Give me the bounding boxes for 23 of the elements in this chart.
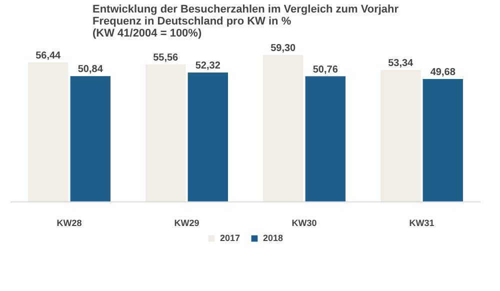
bar xyxy=(263,55,304,202)
data-label: 49,68 xyxy=(430,66,456,78)
chart-title: Entwicklung der Besucherzahlen im Vergleich zum Vorjahr Frequenz in Deutschland pro KW in % (KW 41/2004 = 100%) xyxy=(92,4,400,40)
bar xyxy=(422,78,463,202)
bar xyxy=(28,62,68,202)
bar xyxy=(188,72,228,202)
data-label: 50,84 xyxy=(78,64,104,76)
x-tick-label: KW29 xyxy=(174,218,200,228)
bar xyxy=(305,76,346,202)
data-label: 50,76 xyxy=(312,64,338,76)
x-tick-label: KW28 xyxy=(56,218,82,228)
bar xyxy=(70,76,110,202)
data-label: 55,56 xyxy=(153,52,179,64)
legend-label: 2017 xyxy=(220,233,240,243)
data-label: 59,30 xyxy=(270,43,296,54)
legend-label: 2018 xyxy=(263,233,284,243)
data-label: 53,34 xyxy=(388,58,414,69)
bar xyxy=(380,70,421,202)
bar xyxy=(146,64,186,202)
x-tick-label: KW31 xyxy=(409,218,434,228)
data-label: 56,44 xyxy=(36,50,62,62)
data-label: 52,32 xyxy=(195,60,221,72)
x-tick-label: KW30 xyxy=(292,218,317,228)
